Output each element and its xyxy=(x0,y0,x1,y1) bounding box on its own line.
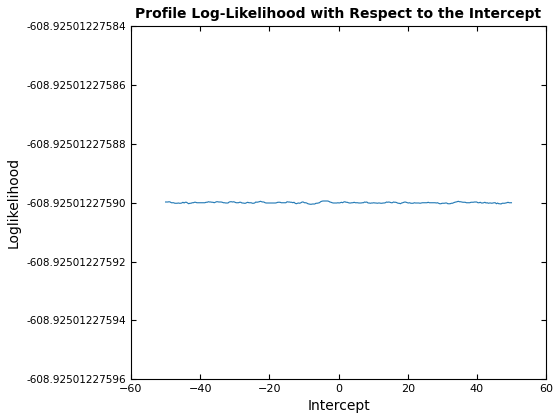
X-axis label: Intercept: Intercept xyxy=(307,399,370,413)
Title: Profile Log-Likelihood with Respect to the Intercept: Profile Log-Likelihood with Respect to t… xyxy=(136,7,542,21)
Y-axis label: Loglikelihood: Loglikelihood xyxy=(7,157,21,248)
